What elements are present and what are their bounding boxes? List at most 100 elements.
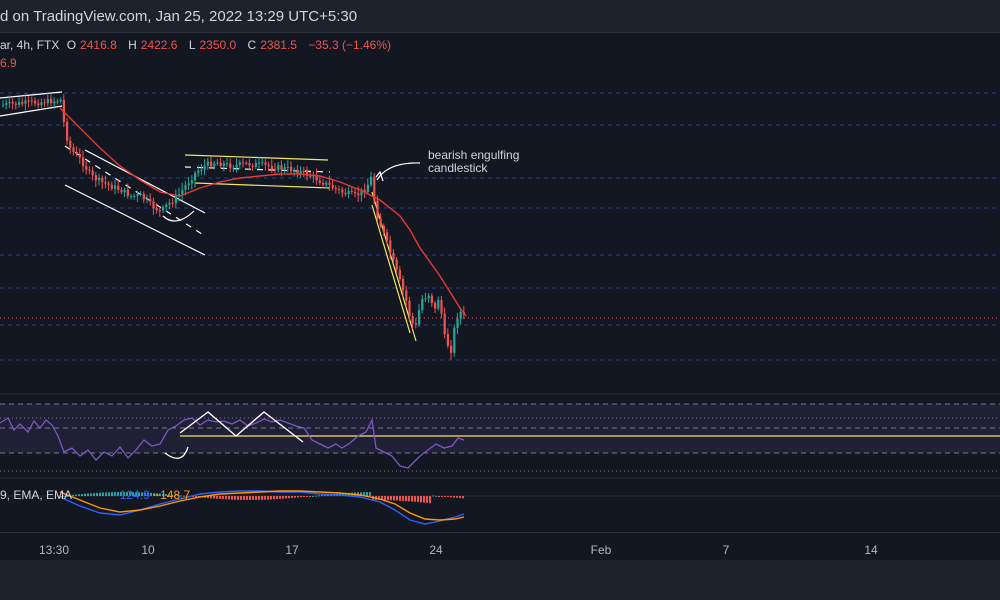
candle-body	[434, 303, 437, 309]
candle-body	[350, 191, 353, 193]
candle-body	[453, 327, 456, 353]
channel-bottom-line	[64, 184, 206, 256]
macd-histogram-bar	[444, 496, 446, 497]
time-tick: 13:30	[38, 543, 70, 557]
candle-body	[408, 300, 411, 316]
macd-histogram-bar	[405, 496, 407, 502]
macd-histogram-bar	[285, 496, 287, 499]
candle-body	[165, 204, 168, 208]
header-title: d on TradingView.com, Jan 25, 2022 13:29…	[0, 8, 358, 25]
candle-body	[216, 162, 219, 164]
candle-body	[222, 163, 225, 166]
candle-body	[34, 100, 37, 104]
open-value: 2416.8	[80, 38, 117, 52]
candle-body	[18, 102, 21, 105]
flag-mid-line	[184, 166, 331, 173]
change-value: −35.3 (−1.46%)	[308, 38, 391, 52]
candle-body	[139, 193, 142, 195]
candle-body	[117, 185, 120, 190]
macd-histogram-bar	[93, 493, 95, 496]
candle-body	[123, 189, 126, 193]
channel-top-line	[0, 91, 63, 99]
macd-histogram-bar	[291, 496, 293, 498]
macd-histogram-bar	[210, 496, 212, 499]
candle-body	[446, 334, 449, 346]
candle-body	[363, 189, 366, 193]
macd-histogram-bar	[213, 496, 215, 499]
candle-body	[130, 195, 133, 197]
candle-body	[158, 210, 161, 212]
rsi-line	[0, 417, 465, 469]
macd-histogram-bar	[177, 495, 179, 497]
candle-body	[40, 102, 43, 106]
candle-body	[120, 189, 123, 193]
macd-histogram-bar	[222, 496, 224, 500]
candle-body	[344, 192, 347, 195]
macd-histogram-bar	[225, 496, 227, 500]
macd-histogram-bar	[237, 496, 239, 500]
candle-body	[418, 310, 421, 325]
candle-body	[382, 225, 385, 233]
candle-body	[389, 240, 392, 253]
macd-histogram-bar	[360, 492, 362, 496]
candle-body	[277, 165, 280, 170]
candle-body	[232, 167, 235, 169]
macd-histogram-bar	[381, 496, 383, 501]
macd-histogram-bar	[276, 496, 278, 500]
macd-histogram-bar	[345, 493, 347, 496]
macd-histogram-bar	[282, 496, 284, 499]
macd-histogram-bar	[279, 496, 281, 499]
macd-histogram-bar	[207, 496, 209, 499]
candle-body	[357, 193, 360, 196]
macd-legend: 9, EMA, EMA −124.9 −148.7	[0, 488, 190, 502]
symbol-label[interactable]: ar, 4h, FTX	[0, 38, 60, 52]
macd-histogram-bar	[102, 492, 104, 496]
candle-body	[11, 101, 14, 104]
candle-body	[203, 165, 206, 170]
annotation-line-2: candlestick	[428, 161, 488, 175]
macd-histogram-bar	[321, 495, 323, 497]
time-axis[interactable]: 13:30 10 17 24 Feb 7 14	[0, 532, 1000, 561]
candle-body	[334, 188, 337, 190]
macd-histogram-bar	[183, 495, 185, 497]
macd-histogram-bar	[99, 492, 101, 496]
macd-histogram-bar	[147, 492, 149, 496]
candle-body	[53, 101, 56, 104]
candle-body	[267, 164, 270, 167]
macd-histogram-bar	[87, 493, 89, 496]
candle-body	[21, 102, 24, 104]
candle-body	[402, 279, 405, 291]
macd-histogram-bar	[327, 494, 329, 496]
candle-body	[280, 165, 283, 170]
low-label: L	[188, 38, 196, 52]
candle-body	[322, 182, 325, 185]
candle-body	[62, 99, 65, 122]
macd-histogram-bar	[132, 492, 134, 496]
candle-body	[126, 189, 129, 197]
time-tick: 24	[429, 543, 443, 557]
candle-body	[27, 100, 30, 102]
macd-histogram-bar	[303, 496, 305, 497]
header-bar: d on TradingView.com, Jan 25, 2022 13:29…	[0, 0, 1000, 33]
macd-histogram-bar	[150, 492, 152, 496]
candle-body	[376, 200, 379, 219]
candle-body	[398, 269, 401, 280]
macd-histogram-bar	[399, 496, 401, 501]
signal-value: −148.7	[153, 488, 191, 502]
candle-body	[405, 290, 408, 301]
macd-histogram-bar	[393, 496, 395, 501]
macd-histogram-bar	[420, 496, 422, 503]
macd-histogram-bar	[117, 492, 119, 496]
candle-body	[299, 170, 302, 174]
candle-body	[286, 166, 289, 168]
macd-histogram-bar	[144, 492, 146, 496]
macd-histogram-bar	[141, 492, 143, 496]
wedge-left-line	[371, 204, 411, 334]
macd-histogram-bar	[318, 495, 320, 497]
candle-body	[30, 100, 33, 102]
candle-body	[293, 170, 296, 172]
candle-body	[366, 184, 369, 193]
candle-body	[178, 194, 181, 196]
candle-body	[88, 169, 91, 171]
